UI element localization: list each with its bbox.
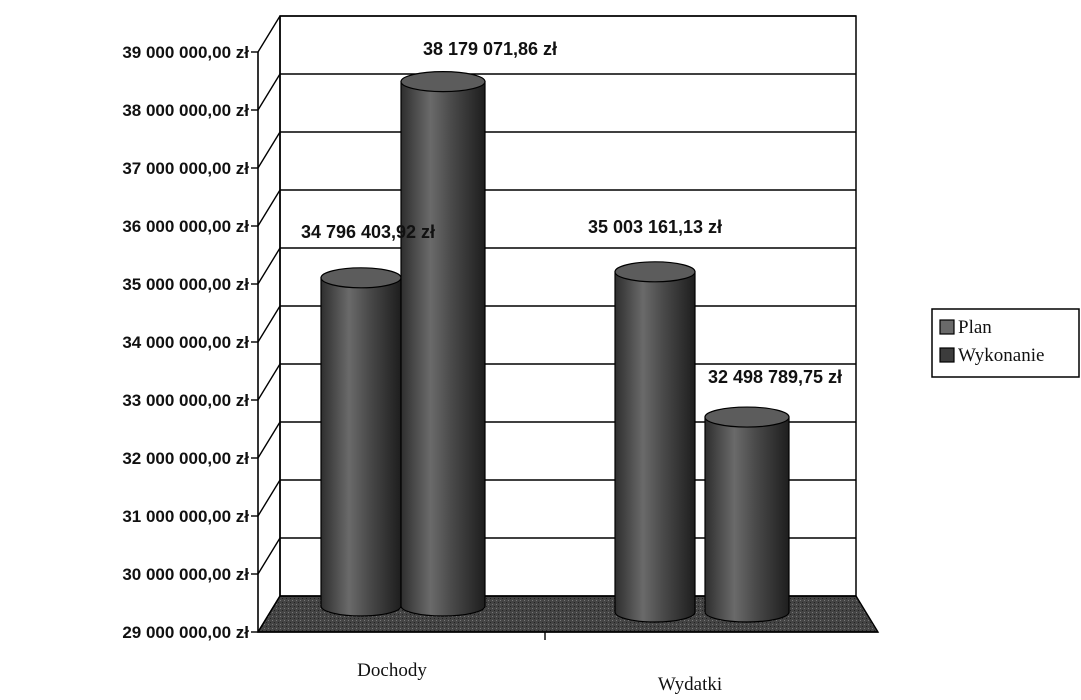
gridline-side <box>257 595 281 633</box>
gridline-side <box>257 131 281 169</box>
y-tick-label: 31 000 000,00 zł <box>122 507 249 526</box>
legend-box <box>931 308 1080 378</box>
y-tick-label: 36 000 000,00 zł <box>122 217 249 236</box>
bar-top <box>320 267 402 289</box>
bar-body <box>704 416 790 623</box>
x-tick-label: Wydatki <box>658 674 722 695</box>
y-tick-label: 34 000 000,00 zł <box>122 333 249 352</box>
bar-body <box>614 271 696 623</box>
y-tick-label: 35 000 000,00 zł <box>122 275 249 294</box>
y-tick-label: 33 000 000,00 zł <box>122 391 249 410</box>
legend-swatch <box>939 347 955 363</box>
gridline-side <box>257 189 281 227</box>
gridline-side <box>257 363 281 401</box>
bar-body <box>320 277 402 617</box>
legend-swatch <box>939 319 955 335</box>
bar-top <box>704 406 790 428</box>
data-label: 35 003 161,13 zł <box>588 217 722 237</box>
gridline-side <box>257 247 281 285</box>
gridline-side <box>257 537 281 575</box>
bar-plan-wydatki <box>614 261 696 623</box>
x-tick-label: Dochody <box>357 660 427 681</box>
y-tick-label: 30 000 000,00 zł <box>122 565 249 584</box>
y-tick-label: 32 000 000,00 zł <box>122 449 249 468</box>
legend: Plan Wykonanie <box>931 308 1080 378</box>
bar-plan-dochody <box>320 267 402 617</box>
y-tick-label: 29 000 000,00 zł <box>122 623 249 642</box>
bar-top <box>614 261 696 283</box>
data-label: 38 179 071,86 zł <box>423 39 557 59</box>
y-tick-label: 37 000 000,00 zł <box>122 159 249 178</box>
gridline-side <box>257 15 281 53</box>
data-label: 32 498 789,75 zł <box>708 367 842 387</box>
legend-label: Plan <box>958 317 992 338</box>
gridline-side <box>257 305 281 343</box>
data-label: 34 796 403,92 zł <box>301 222 435 242</box>
bar-wykonanie-wydatki <box>704 406 790 623</box>
bar-wykonanie-dochody <box>400 71 486 617</box>
legend-label: Wykonanie <box>958 345 1044 366</box>
gridline-side <box>257 73 281 111</box>
bar-top <box>400 71 486 93</box>
gridline-side <box>257 421 281 459</box>
y-tick-label: 38 000 000,00 zł <box>122 101 249 120</box>
y-tick-label: 39 000 000,00 zł <box>122 43 249 62</box>
gridline-side <box>257 479 281 517</box>
bar-body <box>400 81 486 617</box>
